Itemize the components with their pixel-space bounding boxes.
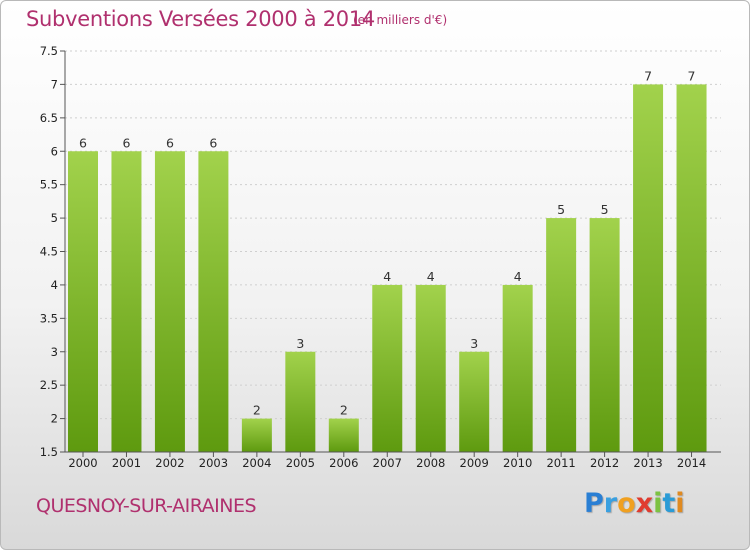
bar (676, 84, 707, 453)
x-tick-label: 2002 (155, 456, 184, 470)
bar (68, 151, 98, 452)
y-tick-label: 7.5 (40, 44, 58, 58)
bar (459, 351, 490, 452)
bars (68, 84, 707, 453)
bar-value-label: 4 (383, 269, 391, 284)
bar-value-label: 3 (296, 336, 304, 351)
y-tick-label: 3.5 (40, 311, 58, 325)
y-tick-label: 4 (51, 278, 58, 292)
y-tick-label: 5 (51, 211, 58, 225)
bar-value-label: 4 (427, 269, 435, 284)
bar (285, 351, 316, 452)
y-tick-label: 6.5 (40, 111, 58, 125)
x-tick-label: 2011 (546, 456, 575, 470)
chart-subtitle: (en milliers d'€) (353, 13, 448, 27)
chart-title: Subventions Versées 2000 à 2014 (26, 7, 375, 31)
x-tick-label: 2006 (329, 456, 358, 470)
x-tick-label: 2008 (416, 456, 445, 470)
y-tick-label: 2.5 (40, 378, 58, 392)
axes: 1.5 2 2.5 3 3.5 4 4.5 5 5.5 6 6.5 7 7.5 2000 2001 2002 2… (40, 44, 721, 470)
bar-value-label: 6 (166, 135, 174, 150)
y-tick-label: 6 (51, 144, 58, 158)
y-tick-label: 3 (51, 345, 58, 359)
bar-value-label: 2 (340, 403, 348, 418)
x-tick-label: 2005 (286, 456, 315, 470)
y-tick-label: 4.5 (40, 245, 58, 259)
x-tick-label: 2014 (677, 456, 706, 470)
bar (372, 284, 403, 452)
commune-name: QUESNOY-SUR-AIRAINES (36, 495, 257, 517)
bar-value-label: 2 (253, 403, 261, 418)
bar-value-label: 3 (470, 336, 478, 351)
bar (589, 218, 620, 452)
bar (415, 284, 446, 452)
bar (241, 418, 272, 452)
bar (546, 218, 577, 452)
y-tick-label: 2 (51, 412, 58, 426)
bar (198, 151, 229, 452)
bar (111, 151, 142, 452)
bar-value-label: 5 (601, 202, 609, 217)
bar-value-label: 5 (557, 202, 565, 217)
bar (328, 418, 359, 452)
x-tick-label: 2003 (199, 456, 228, 470)
bar-value-label: 7 (644, 68, 652, 83)
x-tick-label: 2007 (373, 456, 402, 470)
bar-value-label: 6 (122, 135, 130, 150)
x-tick-label: 2000 (68, 456, 97, 470)
x-tick-label: 2013 (633, 456, 662, 470)
y-tick-label: 5.5 (40, 178, 58, 192)
x-tick-label: 2001 (112, 456, 141, 470)
bar-value-label: 6 (209, 135, 217, 150)
x-tick-label: 2010 (503, 456, 532, 470)
bar (154, 151, 185, 452)
bar-value-label: 6 (79, 135, 87, 150)
y-tick-label: 1.5 (40, 445, 58, 459)
bar (633, 84, 664, 453)
x-tick-label: 2012 (590, 456, 619, 470)
bar-value-label: 4 (514, 269, 522, 284)
y-tick-label: 7 (51, 77, 58, 91)
x-tick-label: 2004 (242, 456, 271, 470)
proxiti-logo[interactable]: Proxiti (584, 488, 685, 519)
x-tick-label: 2009 (460, 456, 489, 470)
bar (502, 284, 533, 452)
bar-value-label: 7 (688, 68, 696, 83)
bar-value-labels: 6 6 6 6 2 3 2 4 4 3 4 5 5 7 7 (79, 68, 695, 417)
